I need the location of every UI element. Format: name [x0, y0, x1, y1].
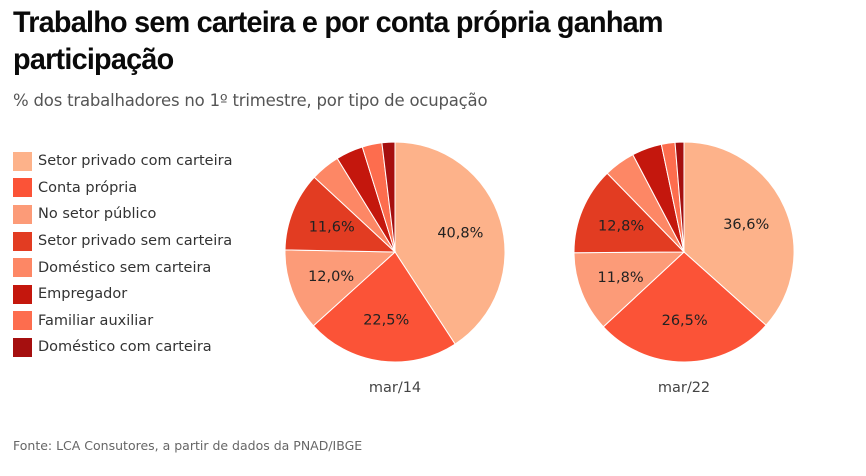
legend-item: Doméstico com carteira [13, 334, 232, 361]
slice-data-label: 40,8% [437, 226, 483, 242]
slice-data-label: 11,6% [309, 219, 355, 235]
legend-swatch [13, 337, 32, 357]
slice-data-label: 22,5% [363, 313, 409, 329]
slice-data-label: 11,8% [598, 270, 644, 286]
legend-label: Empregador [38, 286, 128, 303]
chart-subtitle: % dos trabalhadores no 1º trimestre, por… [13, 91, 488, 110]
legend-label: Conta própria [38, 179, 138, 196]
slice-data-label: 26,5% [662, 313, 708, 329]
pie-slice [284, 249, 397, 327]
legend-item: Setor privado sem carteira [13, 228, 232, 255]
legend-label: Setor privado com carteira [38, 153, 233, 170]
pie-period-label: mar/14 [369, 380, 421, 396]
legend-item: No setor público [13, 201, 232, 228]
legend-label: Doméstico sem carteira [38, 259, 212, 276]
legend-item: Setor privado com carteira [13, 148, 232, 175]
legend-swatch [13, 178, 32, 198]
slice-data-label: 36,6% [723, 217, 769, 233]
slice-data-label: 12,8% [598, 219, 644, 235]
legend-item: Familiar auxiliar [13, 308, 232, 335]
pie-slice [602, 251, 767, 363]
pie-slice [573, 172, 686, 254]
legend-swatch [13, 151, 32, 171]
pie-mar-14: 40,8% 22,5% 12,0% 11,6% mar/14 [284, 141, 506, 396]
pie-slice [573, 251, 686, 328]
legend-swatch [13, 231, 32, 251]
pie-slice [312, 251, 456, 363]
legend-swatch [13, 311, 32, 331]
legend-item: Empregador [13, 281, 232, 308]
legend-label: Doméstico com carteira [38, 339, 212, 356]
pie-period-label: mar/22 [658, 380, 710, 396]
pie-slice [674, 141, 685, 253]
legend-swatch [13, 258, 32, 278]
source-note: Fonte: LCA Consutores, a partir de dados… [13, 438, 363, 453]
legend-label: Setor privado sem carteira [38, 233, 233, 250]
chart-title: Trabalho sem carteira e por conta própri… [13, 6, 664, 76]
legend-label: Familiar auxiliar [38, 312, 154, 329]
pie-slice [381, 141, 396, 253]
legend-swatch [13, 284, 32, 304]
legend-label: No setor público [38, 206, 157, 223]
pie-slice [284, 176, 397, 253]
legend-swatch [13, 204, 32, 224]
legend-item: Conta própria [13, 175, 232, 202]
pie-slice [683, 141, 795, 326]
legend-item: Doméstico sem carteira [13, 254, 232, 281]
pie-mar-22: 36,6% 26,5% 11,8% 12,8% mar/22 [573, 141, 795, 396]
slice-data-label: 12,0% [308, 269, 354, 285]
legend: Setor privado com carteira Conta própria N… [13, 148, 232, 361]
